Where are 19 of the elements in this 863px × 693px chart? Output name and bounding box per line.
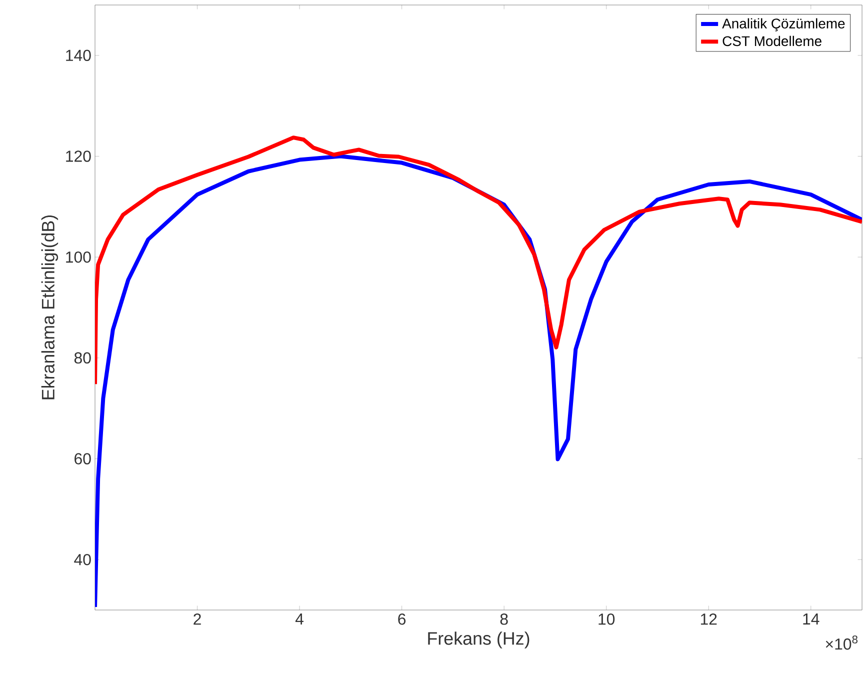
x-tick-label: 4 [295, 614, 304, 624]
text: ×10$^{8}$ [826, 636, 858, 650]
x-tick-label: 12 [700, 614, 717, 625]
legend-label: Analitik Çözümleme [722, 18, 845, 32]
x-tick-label: 14 [803, 614, 820, 624]
x-tick-label: 10 [598, 614, 615, 625]
y-tick-label: 100 [66, 251, 91, 263]
y-tick-label: 140 [66, 50, 91, 62]
x-tick-label: 6 [398, 614, 406, 625]
y-axis-title: Ekranlama Etkinligi(dB) [41, 215, 58, 400]
x-axis-title: Frekans (Hz) [428, 632, 530, 648]
y-tick-label: 120 [66, 150, 91, 162]
x-tick-label: 2 [194, 614, 201, 625]
legend-label: CST Modelleme [722, 36, 822, 46]
line-series [95, 136, 862, 386]
y-tick-label: 40 [74, 554, 91, 566]
y-tick-label: 80 [74, 352, 91, 364]
y-tick-label: 60 [74, 453, 91, 464]
x-tick-label: 8 [500, 614, 508, 625]
